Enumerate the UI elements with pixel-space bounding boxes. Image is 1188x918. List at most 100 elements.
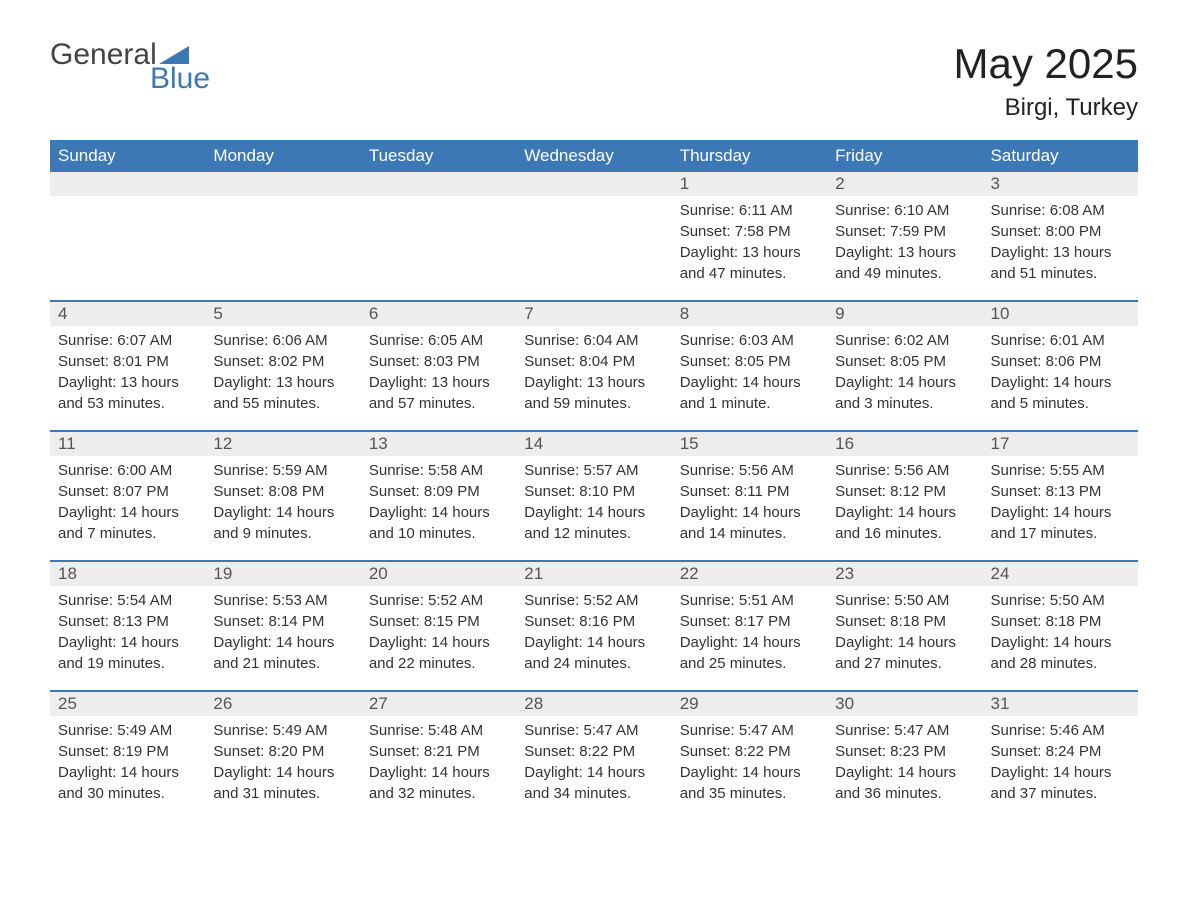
daylight-text: Daylight: 14 hours and 14 minutes. [680,502,819,544]
sunset-text: Sunset: 8:16 PM [524,611,663,632]
day-content: Sunrise: 6:07 AMSunset: 8:01 PMDaylight:… [50,330,205,414]
calendar-day: 15Sunrise: 5:56 AMSunset: 8:11 PMDayligh… [672,432,827,560]
daylight-text: Daylight: 14 hours and 21 minutes. [213,632,352,674]
day-content: Sunrise: 5:58 AMSunset: 8:09 PMDaylight:… [361,460,516,544]
day-number: 6 [361,302,516,326]
day-content: Sunrise: 5:50 AMSunset: 8:18 PMDaylight:… [983,590,1138,674]
day-content: Sunrise: 5:53 AMSunset: 8:14 PMDaylight:… [205,590,360,674]
day-content: Sunrise: 5:59 AMSunset: 8:08 PMDaylight:… [205,460,360,544]
sunset-text: Sunset: 8:00 PM [991,221,1130,242]
day-number: 9 [827,302,982,326]
daylight-text: Daylight: 14 hours and 36 minutes. [835,762,974,804]
daylight-text: Daylight: 14 hours and 25 minutes. [680,632,819,674]
calendar-day: 11Sunrise: 6:00 AMSunset: 8:07 PMDayligh… [50,432,205,560]
day-content: Sunrise: 6:06 AMSunset: 8:02 PMDaylight:… [205,330,360,414]
day-content: Sunrise: 5:46 AMSunset: 8:24 PMDaylight:… [983,720,1138,804]
calendar-day: 9Sunrise: 6:02 AMSunset: 8:05 PMDaylight… [827,302,982,430]
sunrise-text: Sunrise: 5:56 AM [835,460,974,481]
sunset-text: Sunset: 8:14 PM [213,611,352,632]
daylight-text: Daylight: 14 hours and 35 minutes. [680,762,819,804]
calendar-day: 14Sunrise: 5:57 AMSunset: 8:10 PMDayligh… [516,432,671,560]
sunset-text: Sunset: 8:19 PM [58,741,197,762]
sunrise-text: Sunrise: 5:49 AM [213,720,352,741]
day-number: 2 [827,172,982,196]
sunset-text: Sunset: 8:20 PM [213,741,352,762]
day-number: 19 [205,562,360,586]
day-number: 10 [983,302,1138,326]
sunset-text: Sunset: 8:06 PM [991,351,1130,372]
day-content: Sunrise: 6:08 AMSunset: 8:00 PMDaylight:… [983,200,1138,284]
day-content: Sunrise: 5:50 AMSunset: 8:18 PMDaylight:… [827,590,982,674]
title-block: May 2025 Birgi, Turkey [954,40,1138,122]
sunset-text: Sunset: 8:12 PM [835,481,974,502]
calendar-day: 17Sunrise: 5:55 AMSunset: 8:13 PMDayligh… [983,432,1138,560]
day-number: 1 [672,172,827,196]
day-number: 31 [983,692,1138,716]
day-number: 25 [50,692,205,716]
day-number: 20 [361,562,516,586]
daylight-text: Daylight: 14 hours and 16 minutes. [835,502,974,544]
daylight-text: Daylight: 14 hours and 12 minutes. [524,502,663,544]
calendar-day: 10Sunrise: 6:01 AMSunset: 8:06 PMDayligh… [983,302,1138,430]
calendar-day: 26Sunrise: 5:49 AMSunset: 8:20 PMDayligh… [205,692,360,820]
day-number: 22 [672,562,827,586]
daylight-text: Daylight: 14 hours and 27 minutes. [835,632,974,674]
logo-word-2: Blue [150,64,210,94]
sunrise-text: Sunrise: 6:11 AM [680,200,819,221]
sunset-text: Sunset: 8:10 PM [524,481,663,502]
day-content: Sunrise: 5:47 AMSunset: 8:23 PMDaylight:… [827,720,982,804]
day-number: 29 [672,692,827,716]
calendar-day: 21Sunrise: 5:52 AMSunset: 8:16 PMDayligh… [516,562,671,690]
sunrise-text: Sunrise: 5:46 AM [991,720,1130,741]
sunset-text: Sunset: 8:09 PM [369,481,508,502]
sunset-text: Sunset: 8:04 PM [524,351,663,372]
day-number: 26 [205,692,360,716]
daylight-text: Daylight: 13 hours and 57 minutes. [369,372,508,414]
calendar-day: 25Sunrise: 5:49 AMSunset: 8:19 PMDayligh… [50,692,205,820]
day-number: 3 [983,172,1138,196]
daylight-text: Daylight: 14 hours and 3 minutes. [835,372,974,414]
daylight-text: Daylight: 13 hours and 47 minutes. [680,242,819,284]
sunrise-text: Sunrise: 5:47 AM [524,720,663,741]
calendar-day: 3 Sunrise: 6:08 AMSunset: 8:00 PMDaylight… [983,172,1138,300]
calendar-day: 19 Sunrise: 5:53 AMSunset: 8:14 PMDayligh… [205,562,360,690]
calendar-day: 1 Sunrise: 6:11 AMSunset: 7:58 PMDaylight… [672,172,827,300]
day-content: Sunrise: 5:56 AMSunset: 8:11 PMDaylight:… [672,460,827,544]
logo-word-1: General [50,40,157,70]
sunset-text: Sunset: 7:58 PM [680,221,819,242]
weekday-header: Thursday [672,140,827,172]
sunrise-text: Sunrise: 6:03 AM [680,330,819,351]
sunset-text: Sunset: 7:59 PM [835,221,974,242]
sunset-text: Sunset: 8:13 PM [991,481,1130,502]
sunrise-text: Sunrise: 6:07 AM [58,330,197,351]
calendar-day: 16Sunrise: 5:56 AMSunset: 8:12 PMDayligh… [827,432,982,560]
day-number [205,172,360,196]
sunrise-text: Sunrise: 5:56 AM [680,460,819,481]
day-number: 13 [361,432,516,456]
day-content: Sunrise: 5:47 AMSunset: 8:22 PMDaylight:… [672,720,827,804]
daylight-text: Daylight: 13 hours and 49 minutes. [835,242,974,284]
day-content: Sunrise: 5:57 AMSunset: 8:10 PMDaylight:… [516,460,671,544]
day-number: 24 [983,562,1138,586]
sunrise-text: Sunrise: 6:08 AM [991,200,1130,221]
daylight-text: Daylight: 13 hours and 53 minutes. [58,372,197,414]
calendar-day: 20Sunrise: 5:52 AMSunset: 8:15 PMDayligh… [361,562,516,690]
sunset-text: Sunset: 8:02 PM [213,351,352,372]
weeks-container: 1Sunrise: 6:11 AMSunset: 7:58 PMDaylight… [50,172,1138,820]
day-number [361,172,516,196]
calendar-day: 13 Sunrise: 5:58 AMSunset: 8:09 PMDayligh… [361,432,516,560]
day-content: Sunrise: 5:51 AMSunset: 8:17 PMDaylight:… [672,590,827,674]
sunrise-text: Sunrise: 6:02 AM [835,330,974,351]
sunset-text: Sunset: 8:03 PM [369,351,508,372]
daylight-text: Daylight: 14 hours and 1 minute. [680,372,819,414]
sunset-text: Sunset: 8:01 PM [58,351,197,372]
sunrise-text: Sunrise: 5:52 AM [369,590,508,611]
day-number: 23 [827,562,982,586]
header: General Blue May 2025 Birgi, Turkey [50,40,1138,122]
sunrise-text: Sunrise: 5:55 AM [991,460,1130,481]
day-number: 8 [672,302,827,326]
calendar-day: 7Sunrise: 6:04 AMSunset: 8:04 PMDaylight… [516,302,671,430]
weekday-header: Monday [205,140,360,172]
weekday-header: Tuesday [361,140,516,172]
sunrise-text: Sunrise: 5:47 AM [680,720,819,741]
